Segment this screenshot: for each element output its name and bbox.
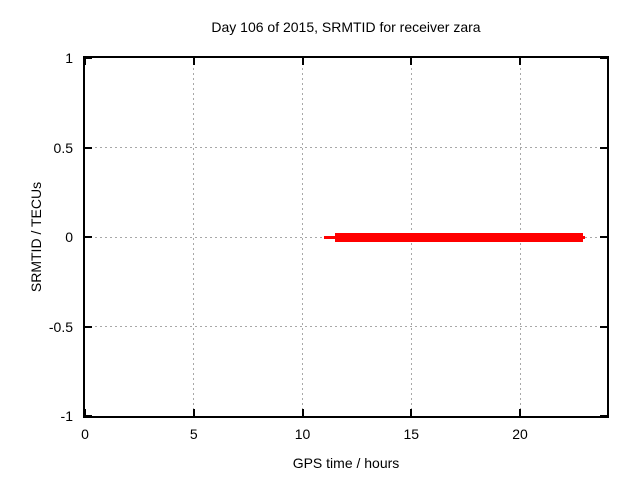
y-tick-label: -1	[60, 408, 73, 424]
x-tick	[192, 409, 195, 416]
x-tick	[84, 409, 86, 416]
y-tick	[85, 415, 92, 417]
x-tick	[301, 409, 304, 416]
y-tick	[85, 325, 92, 328]
y-tick	[85, 236, 92, 238]
y-tick-mirror	[600, 325, 607, 328]
y-tick-label: 0	[65, 229, 73, 245]
x-tick	[519, 409, 521, 416]
y-tick-mirror	[600, 415, 607, 417]
x-tick-label: 20	[512, 426, 528, 442]
y-tick-mirror	[600, 236, 607, 238]
y-gridline	[85, 147, 607, 148]
y-tick-label: 1	[65, 50, 73, 66]
x-axis-label: GPS time / hours	[292, 455, 400, 471]
y-tick-label: 0.5	[53, 139, 73, 156]
y-tick-mirror	[600, 146, 607, 149]
plot-area: 0 5 10 15 20 1 0.5 0 -0.5 -1	[49, 50, 609, 442]
y-tick	[85, 57, 92, 59]
series-line-segment	[335, 232, 584, 242]
x-tick-label: 5	[189, 426, 198, 442]
x-tick-mirror	[301, 58, 304, 65]
y-tick	[85, 146, 92, 149]
x-tick-mirror	[410, 58, 413, 65]
x-tick-label: 10	[294, 426, 311, 442]
x-tick-mirror	[519, 58, 521, 65]
y-gridline	[85, 326, 607, 327]
x-tick-label: 0	[81, 426, 89, 442]
y-tick-mirror	[600, 57, 607, 59]
x-tick-label: 15	[403, 426, 420, 442]
x-tick-mirror	[192, 58, 195, 65]
x-tick-mirror	[84, 58, 86, 65]
chart-title: Day 106 of 2015, SRMTID for receiver zar…	[211, 19, 481, 35]
y-tick-label: -0.5	[48, 318, 73, 335]
x-tick	[410, 409, 413, 416]
